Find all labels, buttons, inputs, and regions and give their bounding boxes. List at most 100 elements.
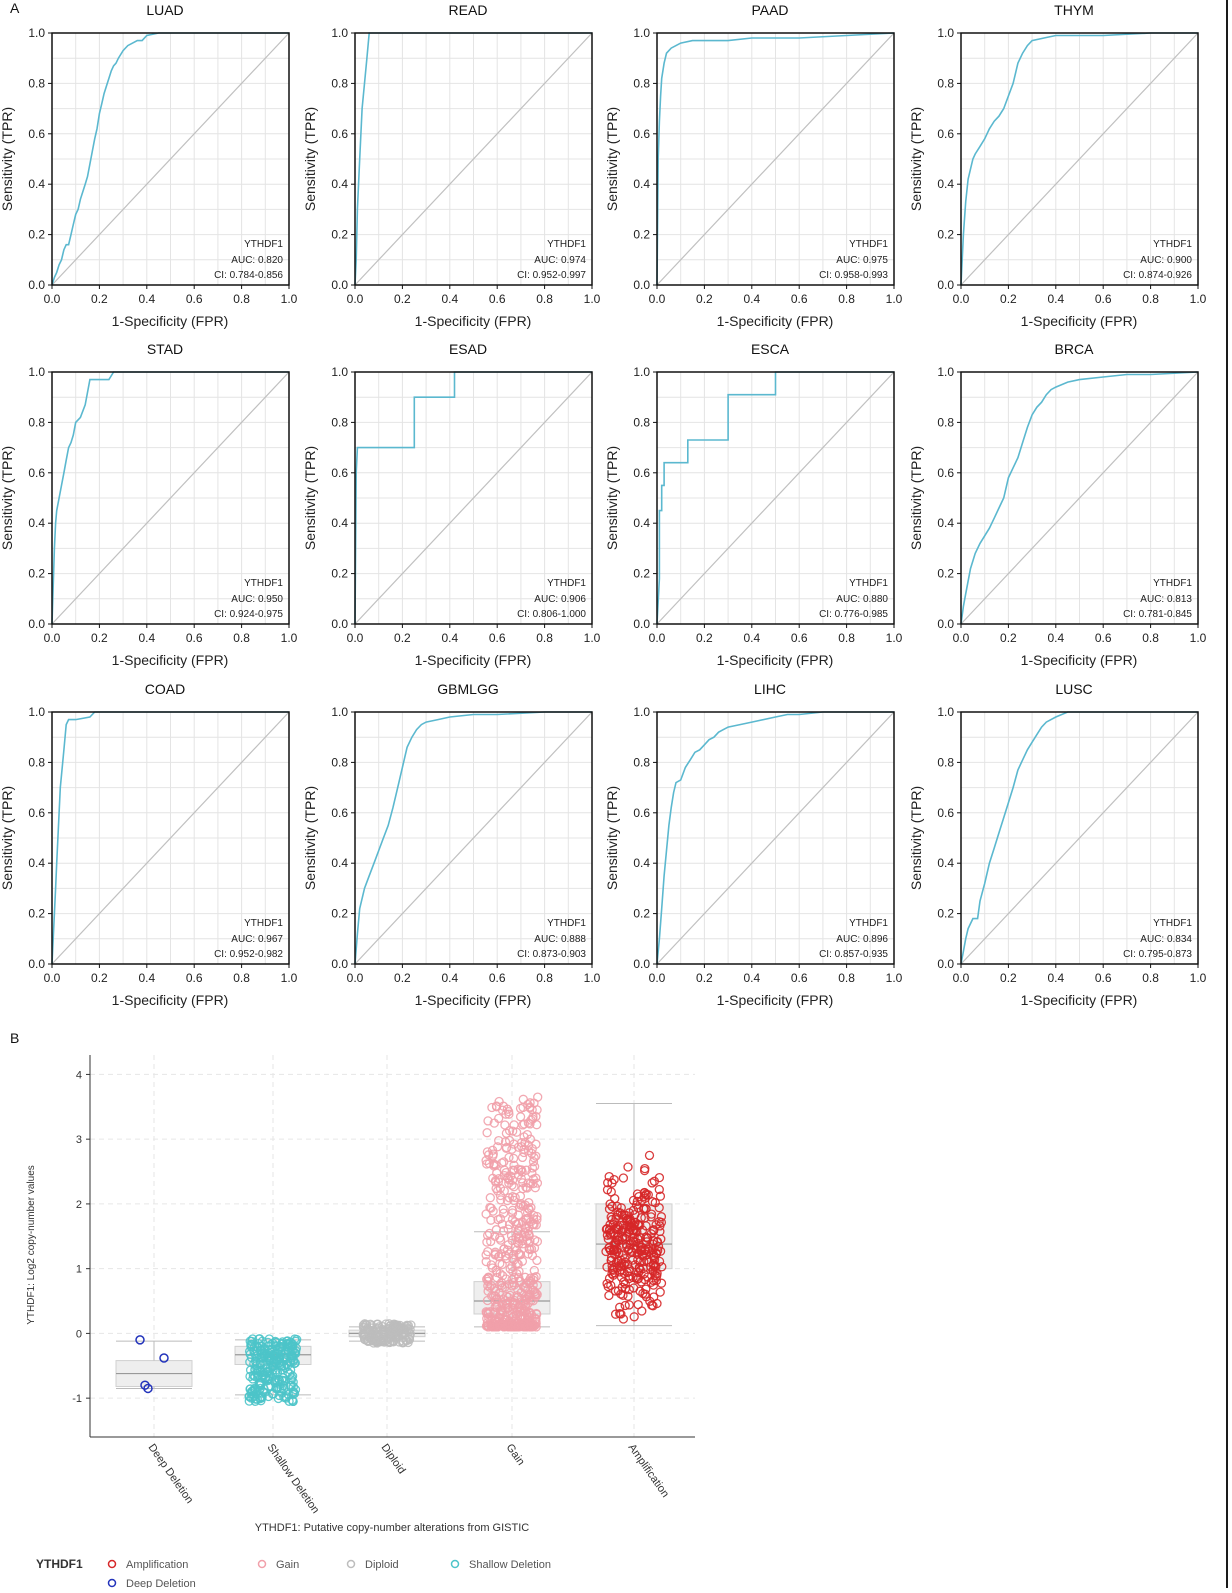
y-tick-label: 0.2 [28,567,45,581]
x-tick-label: 1.0 [584,292,601,306]
data-point [284,1396,294,1406]
data-point [620,1257,630,1267]
data-point [511,1232,521,1243]
y-tick-label: 0.8 [633,76,650,90]
y-tick-label: 0.4 [331,516,348,530]
data-point [649,1292,659,1302]
roc-curve [354,371,592,625]
data-point [636,1213,646,1223]
roc-curve [354,32,592,286]
x-tick-label: 0.8 [1142,292,1159,306]
data-point [281,1352,291,1362]
x-tick-label: 0.8 [233,631,250,645]
y-tick-label: 1.0 [28,26,45,40]
chart-title: ESCA [751,341,790,357]
data-point [618,1173,629,1183]
category-deep-deletion: Deep Deletion [115,1335,196,1506]
legend: YTHDF1 Amplification Gain Diploid Shallow De… [36,1557,551,1590]
plot-frame [51,32,290,286]
category-amplification: Amplification [595,1103,673,1500]
copy-number-chart: -1 0 1 2 3 4 Deep Deletion Shallow Deletion Dipl… [26,1055,695,1590]
data-point [633,1268,644,1278]
data-point [289,1388,300,1399]
y-tick-label: 1.0 [331,705,348,719]
y-tick-label: 1.0 [937,26,954,40]
data-point [654,1184,664,1195]
data-point [497,1158,507,1168]
y-tick-label: 0.0 [937,278,954,292]
x-tick-label: 0.4 [1047,631,1064,645]
x-tick-label: 0.4 [1047,971,1064,985]
y-tick-label: 0.4 [937,856,954,870]
y-tick-label: 0.6 [937,466,954,480]
x-tick-label: 0.8 [233,292,250,306]
data-point [402,1320,412,1330]
y-tick-label: 1.0 [937,705,954,719]
data-point [523,1118,534,1128]
y-tick-label: 1.0 [937,365,954,379]
ci-annotation: CI: 0.781-0.845 [1123,609,1192,620]
x-tick-label: Deep Deletion [146,1442,196,1506]
data-point [491,1225,502,1235]
data-point [483,1320,493,1330]
data-point [496,1277,507,1288]
y-tick-label: 0.2 [28,228,45,242]
data-point [655,1221,665,1231]
plot-frame [51,371,290,625]
auc-annotation: AUC: 0.888 [534,934,586,945]
y-tick-label: 0.8 [331,415,348,429]
y-axis-label: Sensitivity (TPR) [604,107,620,211]
data-point [528,1174,539,1184]
data-point [483,1286,493,1296]
y-axis-label: Sensitivity (TPR) [0,786,15,890]
chart-title: LUSC [1055,681,1092,697]
data-point [397,1325,407,1335]
roc-curve [51,711,289,965]
x-tick-label: 0.6 [489,292,506,306]
x-tick-label: 1.0 [886,971,903,985]
data-point [625,1236,635,1246]
y-tick-label: 0.8 [937,415,954,429]
data-point [514,1266,524,1277]
x-tick-label: 0.4 [441,631,458,645]
data-point [607,1214,617,1225]
data-point [488,1173,498,1183]
x-axis-label: 1-Specificity (FPR) [415,313,532,329]
roc-chart-lihc: 0.00.0 0.2 0.2 0.4 0.4 0.6 0.6 0.8 0.8 1.0 1.0 LIHC… [604,681,903,1008]
data-point [502,1195,513,1206]
y-tick-label: 0.8 [331,755,348,769]
data-point [487,1102,497,1113]
data-point [496,1195,506,1205]
plot-frame [960,711,1199,965]
x-tick-label: 0.6 [791,631,808,645]
data-point [527,1105,537,1115]
data-point [159,1353,169,1363]
ci-annotation: CI: 0.784-0.856 [214,270,283,281]
data-point [250,1371,260,1382]
data-point [246,1387,257,1397]
data-point [525,1307,535,1318]
data-point [482,1147,493,1157]
chart-title: PAAD [751,2,788,18]
chart-title: LUAD [146,2,183,18]
data-point [280,1362,290,1373]
data-point [529,1098,539,1108]
data-point [602,1262,612,1272]
y-axis-label: Sensitivity (TPR) [302,107,318,211]
roc-curve [960,32,1198,286]
data-point [521,1278,531,1289]
ci-annotation: CI: 0.952-0.982 [214,949,283,960]
data-point [624,1300,634,1310]
data-point [402,1335,412,1346]
x-tick-label: 0.2 [394,631,411,645]
data-point [602,1185,613,1195]
roc-curve [51,32,289,286]
x-tick-label: 0.0 [953,971,970,985]
data-point [252,1342,262,1352]
data-point [629,1312,639,1322]
data-point [244,1346,255,1357]
x-tick-label: 0.0 [44,971,61,985]
legend-swatch [107,1559,117,1569]
